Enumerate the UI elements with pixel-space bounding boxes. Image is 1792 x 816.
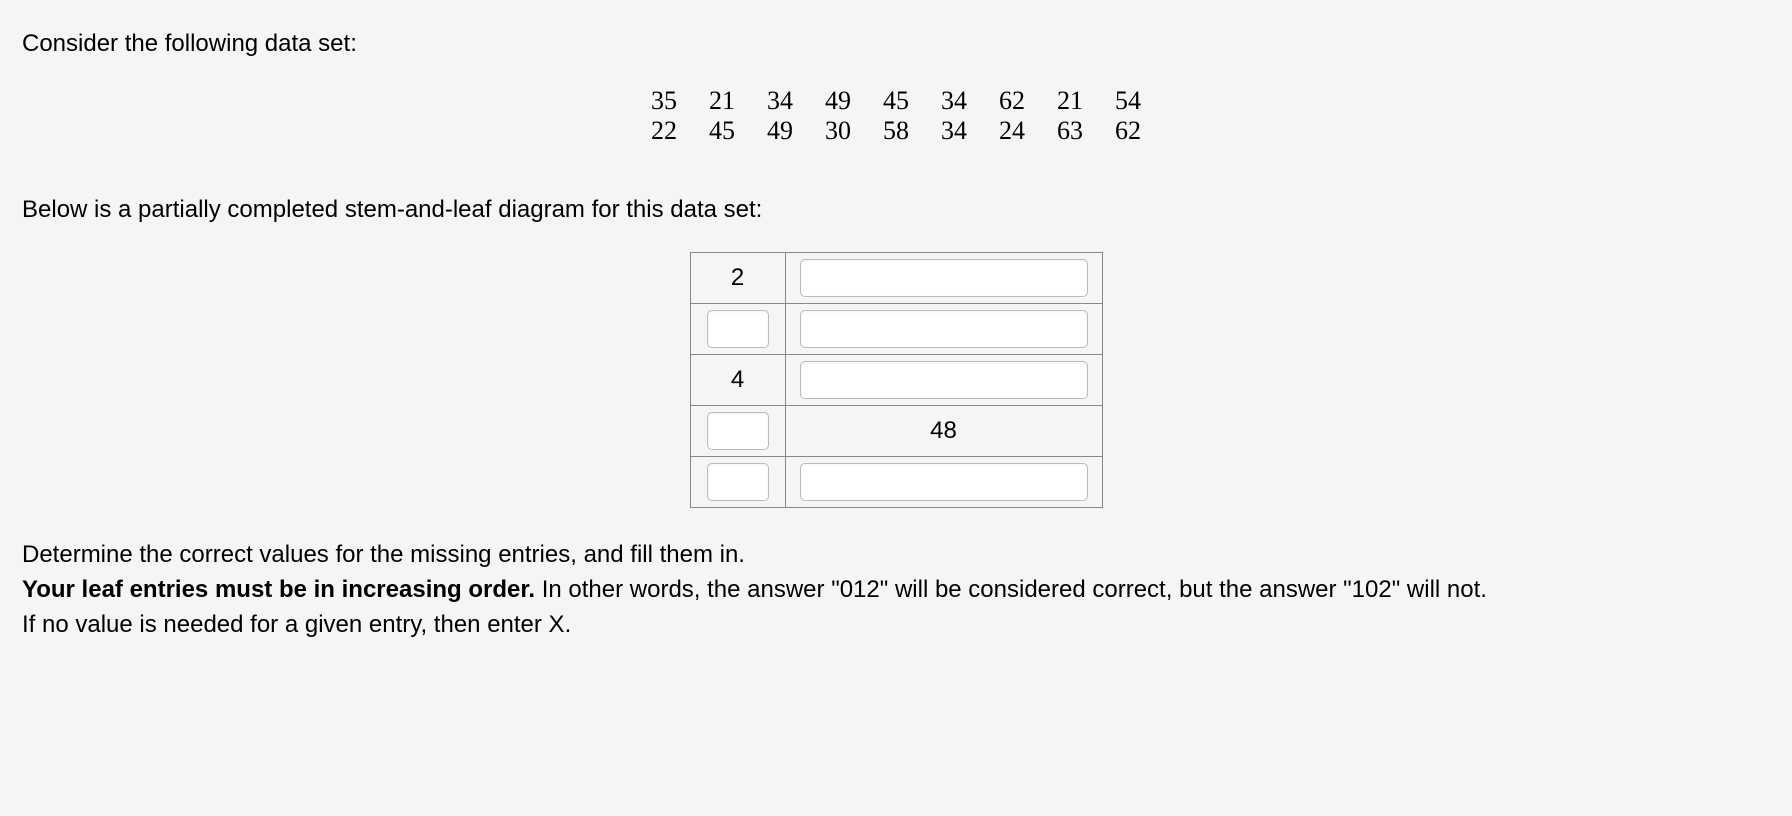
data-value: 21 [1041, 86, 1099, 116]
leaf-input-2[interactable] [800, 361, 1088, 399]
instruction-line-1: Determine the correct values for the mis… [22, 538, 1770, 573]
data-value: 21 [693, 86, 751, 116]
data-value: 62 [983, 86, 1041, 116]
leaf-input-1[interactable] [800, 310, 1088, 348]
instruction-line-2-bold: Your leaf entries must be in increasing … [22, 576, 535, 603]
stem-cell: 2 [690, 253, 785, 304]
stem-input-4[interactable] [707, 463, 769, 501]
leaf-input-0[interactable] [800, 259, 1088, 297]
data-value: 45 [693, 116, 751, 146]
leaf-cell [785, 304, 1102, 355]
stemleaf-intro: Below is a partially completed stem-and-… [22, 196, 1770, 224]
leaf-input-4[interactable] [800, 463, 1088, 501]
stem-leaf-row: 48 [690, 406, 1102, 457]
stem-given: 4 [731, 366, 744, 394]
data-value: 34 [925, 86, 983, 116]
data-row-2: 224549305834246362 [635, 116, 1157, 146]
data-value: 34 [925, 116, 983, 146]
leaf-cell [785, 457, 1102, 508]
instructions: Determine the correct values for the mis… [22, 538, 1770, 642]
leaf-given: 48 [930, 417, 957, 445]
leaf-cell [785, 253, 1102, 304]
stem-cell: 4 [690, 355, 785, 406]
instruction-line-2: Your leaf entries must be in increasing … [22, 573, 1770, 608]
stem-input-1[interactable] [707, 310, 769, 348]
data-value: 45 [867, 86, 925, 116]
stem-input-3[interactable] [707, 412, 769, 450]
data-value: 62 [1099, 116, 1157, 146]
data-value: 49 [751, 116, 809, 146]
stem-leaf-table: 2 4 48 [690, 252, 1103, 508]
data-value: 54 [1099, 86, 1157, 116]
data-row-1: 352134494534622154 [635, 86, 1157, 116]
leaf-cell [785, 355, 1102, 406]
instruction-line-2-rest: In other words, the answer "012" will be… [535, 576, 1487, 603]
data-value: 30 [809, 116, 867, 146]
question-container: Consider the following data set: 3521344… [0, 0, 1792, 672]
data-set: 352134494534622154 224549305834246362 [22, 86, 1770, 146]
stem-cell [690, 406, 785, 457]
data-value: 22 [635, 116, 693, 146]
stem-leaf-row [690, 457, 1102, 508]
data-value: 34 [751, 86, 809, 116]
instruction-line-3: If no value is needed for a given entry,… [22, 608, 1770, 643]
stem-cell [690, 304, 785, 355]
data-value: 49 [809, 86, 867, 116]
data-value: 63 [1041, 116, 1099, 146]
stem-leaf-row: 4 [690, 355, 1102, 406]
prompt-text: Consider the following data set: [22, 30, 1770, 58]
stem-given: 2 [731, 264, 744, 292]
stem-leaf-row: 2 [690, 253, 1102, 304]
stem-leaf-row [690, 304, 1102, 355]
leaf-cell: 48 [785, 406, 1102, 457]
stem-cell [690, 457, 785, 508]
data-value: 58 [867, 116, 925, 146]
data-value: 24 [983, 116, 1041, 146]
data-value: 35 [635, 86, 693, 116]
